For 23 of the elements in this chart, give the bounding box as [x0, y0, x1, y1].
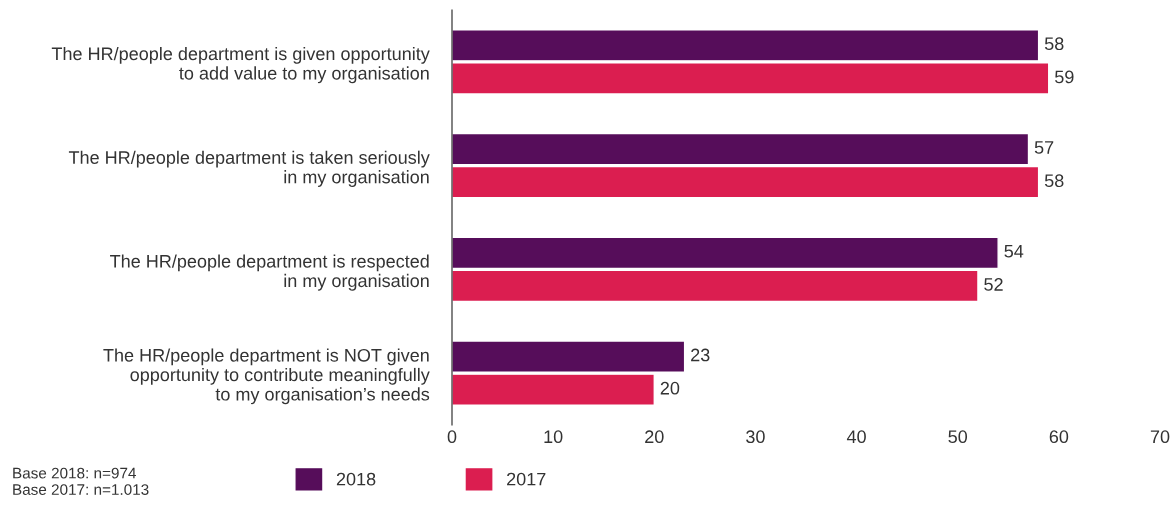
- legend-label: 2017: [507, 472, 546, 486]
- y-tick-label: The HR/people department is respected in my organisation: [110, 254, 429, 291]
- x-tick-label: 60: [1049, 430, 1069, 444]
- x-tick-label: 40: [846, 430, 866, 444]
- x-tick-label: 10: [544, 430, 563, 444]
- data-label: 59: [1055, 70, 1074, 84]
- text: Base 2018: n=974 Base 2017: n=1.013: [13, 467, 149, 495]
- x-tick-label: 30: [746, 430, 765, 444]
- data-label: 20: [660, 381, 680, 395]
- x-tick-label: 50: [948, 430, 968, 444]
- data-label: 23: [691, 348, 710, 362]
- data-label: 58: [1044, 174, 1064, 188]
- x-tick-label: 70: [1150, 430, 1170, 444]
- data-label: 54: [1004, 245, 1024, 258]
- y-tick-label: The HR/people department is taken seriously in my organisation: [68, 150, 430, 187]
- legend-label: 2018: [336, 472, 376, 486]
- x-tick-label: 0: [447, 430, 457, 444]
- data-label: 57: [1034, 141, 1054, 154]
- x-tick-label: 20: [645, 430, 664, 444]
- y-tick-label: The HR/people department is NOT given opportunity to contribute meaningfully to my organisation’s needs: [103, 348, 430, 405]
- data-label: 52: [984, 278, 1003, 291]
- y-tick-label: The HR/people department is given opportunity to add value to my organisation: [51, 46, 430, 84]
- data-label: 58: [1044, 37, 1064, 51]
